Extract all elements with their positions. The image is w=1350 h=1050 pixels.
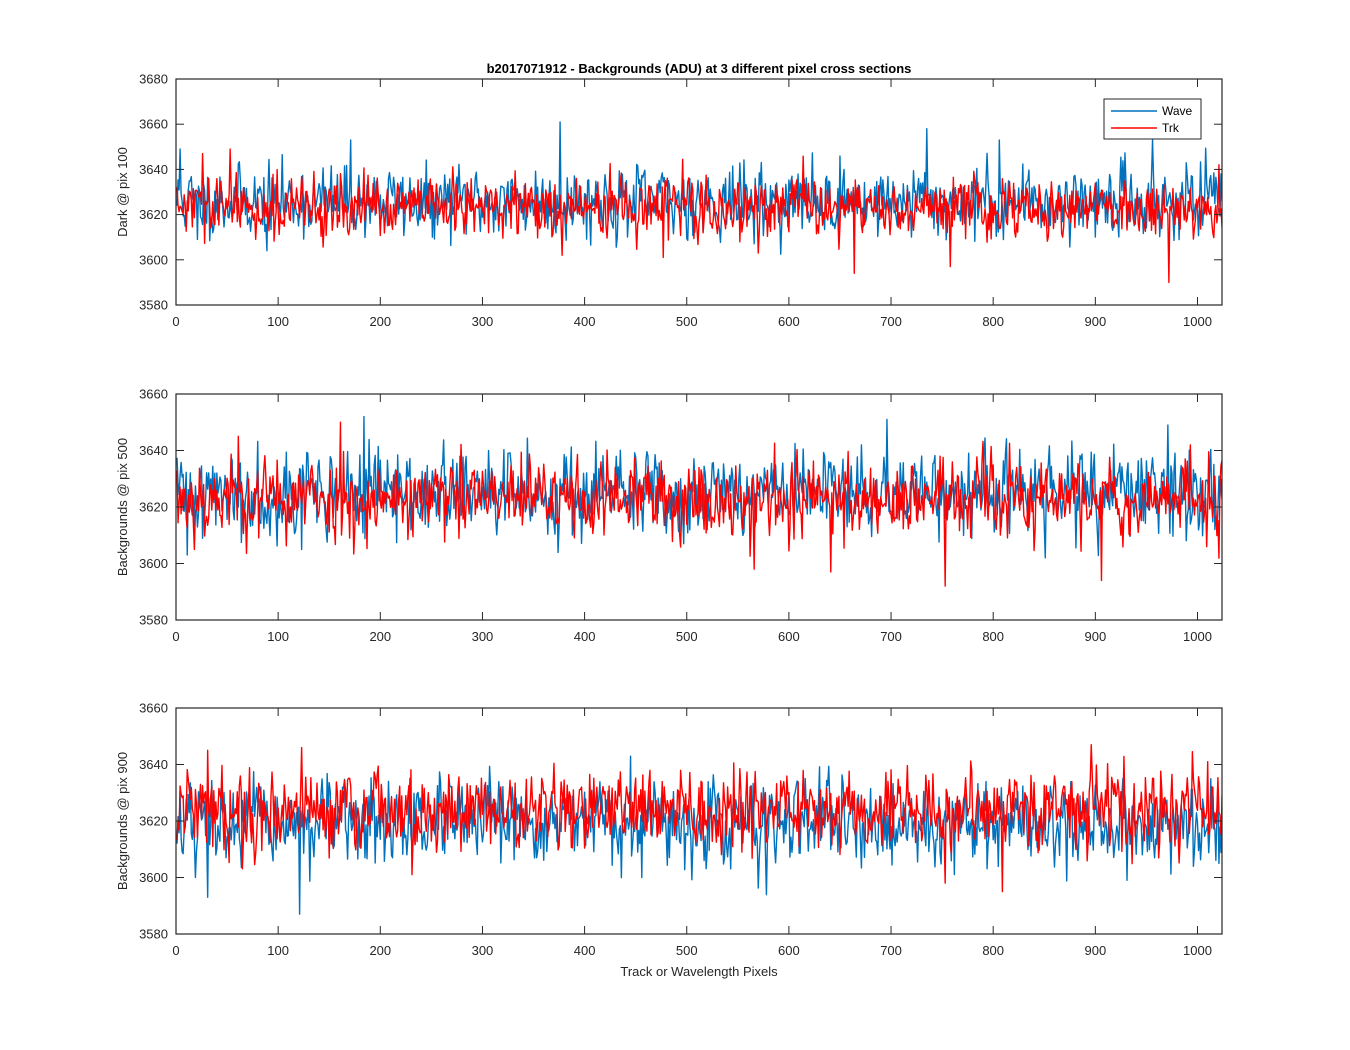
x-tick-label: 400 xyxy=(574,629,596,644)
x-tick-label: 500 xyxy=(676,314,698,329)
y-tick-label: 3580 xyxy=(139,613,168,628)
legend-trk-label: Trk xyxy=(1162,121,1180,135)
x-tick-label: 800 xyxy=(982,314,1004,329)
x-tick-label: 400 xyxy=(574,943,596,958)
series-line-trk xyxy=(176,744,1222,893)
panel-backgrounds-pix-900: 0 100 200 300 400 500 600 700 800 900 1000 3580 3600… xyxy=(115,701,1223,958)
x-tick-label: 400 xyxy=(574,314,596,329)
panel-backgrounds-pix-500: 0 100 200 300 400 500 600 700 800 900 1000 3580 3600… xyxy=(115,387,1223,644)
y-tick-label: 3620 xyxy=(139,207,168,222)
legend: Wave Trk xyxy=(1103,98,1202,140)
x-tick-label: 1000 xyxy=(1183,629,1212,644)
x-tick-label: 1000 xyxy=(1183,943,1212,958)
x-tick-label: 200 xyxy=(369,943,391,958)
y-tick-label: 3640 xyxy=(139,443,168,458)
x-tick-label: 800 xyxy=(982,943,1004,958)
x-tick-label: 0 xyxy=(172,314,179,329)
y-tick-label: 3600 xyxy=(139,556,168,571)
y-tick-label: 3640 xyxy=(139,162,168,177)
x-tick-label: 300 xyxy=(472,943,494,958)
x-tick-label: 800 xyxy=(982,629,1004,644)
y-tick-label: 3580 xyxy=(139,927,168,942)
x-tick-label: 700 xyxy=(880,943,902,958)
y-tick-label: 3680 xyxy=(139,72,168,87)
x-tick-label: 200 xyxy=(369,314,391,329)
series-line-trk xyxy=(176,421,1222,587)
x-tick-label: 900 xyxy=(1084,314,1106,329)
y-tick-label: 3600 xyxy=(139,252,168,267)
y-axis-label: Backgrounds @ pix 500 xyxy=(115,438,130,576)
legend-box xyxy=(1103,98,1202,140)
panel-dark-pix-100: 0 100 200 300 400 500 600 700 800 900 1000 3580 3600… xyxy=(115,72,1223,329)
y-tick-label: 3580 xyxy=(139,298,168,313)
x-tick-label: 0 xyxy=(172,943,179,958)
x-tick-label: 100 xyxy=(267,314,289,329)
x-tick-label: 900 xyxy=(1084,629,1106,644)
x-tick-label: 0 xyxy=(172,629,179,644)
x-tick-label: 600 xyxy=(778,943,800,958)
x-tick-label: 200 xyxy=(369,629,391,644)
x-tick-label: 300 xyxy=(472,314,494,329)
y-tick-label: 3660 xyxy=(139,701,168,716)
figure-title: b2017071912 - Backgrounds (ADU) at 3 dif… xyxy=(487,61,912,76)
y-tick-label: 3600 xyxy=(139,870,168,885)
x-tick-label: 900 xyxy=(1084,943,1106,958)
y-tick-label: 3660 xyxy=(139,117,168,132)
x-tick-label: 700 xyxy=(880,629,902,644)
y-tick-label: 3660 xyxy=(139,387,168,402)
legend-wave-label: Wave xyxy=(1162,104,1193,118)
x-tick-label: 500 xyxy=(676,943,698,958)
y-tick-label: 3620 xyxy=(139,500,168,515)
x-tick-label: 100 xyxy=(267,629,289,644)
y-axis-label: Dark @ pix 100 xyxy=(115,147,130,237)
x-axis-label: Track or Wavelength Pixels xyxy=(620,964,778,979)
series-line-wave xyxy=(176,121,1222,255)
x-tick-label: 600 xyxy=(778,314,800,329)
x-tick-label: 1000 xyxy=(1183,314,1212,329)
y-tick-label: 3620 xyxy=(139,814,168,829)
y-tick-label: 3640 xyxy=(139,757,168,772)
axes-box xyxy=(175,78,1223,306)
series-line-trk xyxy=(176,148,1222,284)
x-tick-label: 700 xyxy=(880,314,902,329)
y-axis-label: Backgrounds @ pix 900 xyxy=(115,752,130,890)
x-tick-label: 100 xyxy=(267,943,289,958)
x-tick-label: 500 xyxy=(676,629,698,644)
x-tick-label: 600 xyxy=(778,629,800,644)
x-tick-label: 300 xyxy=(472,629,494,644)
